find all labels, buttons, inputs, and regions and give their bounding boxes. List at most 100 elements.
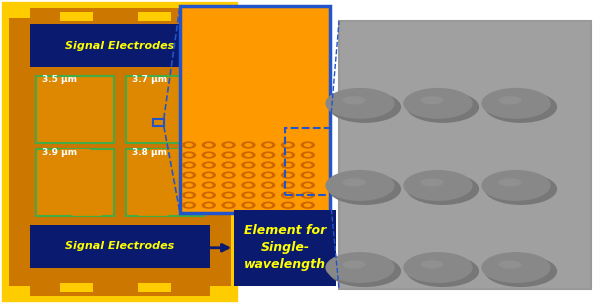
Circle shape	[301, 171, 315, 179]
Bar	[153, 119, 164, 126]
Circle shape	[185, 173, 193, 177]
Bar	[6, 286, 30, 298]
Circle shape	[205, 203, 213, 207]
Bar	[138, 12, 171, 21]
Bar	[36, 76, 114, 143]
Circle shape	[244, 183, 253, 187]
Ellipse shape	[481, 252, 551, 283]
Circle shape	[205, 153, 213, 157]
Circle shape	[241, 141, 256, 149]
Circle shape	[301, 192, 315, 199]
Bar	[126, 149, 204, 216]
Bar	[234, 210, 336, 286]
Circle shape	[205, 173, 213, 177]
Circle shape	[261, 141, 275, 149]
Circle shape	[241, 181, 256, 189]
Circle shape	[224, 163, 233, 167]
Bar	[210, 6, 234, 18]
Circle shape	[284, 163, 292, 167]
Circle shape	[281, 151, 295, 159]
Circle shape	[304, 143, 312, 147]
Ellipse shape	[481, 88, 551, 119]
Circle shape	[301, 141, 315, 149]
Circle shape	[284, 193, 292, 197]
Ellipse shape	[485, 91, 557, 123]
Ellipse shape	[343, 96, 365, 105]
Ellipse shape	[421, 96, 443, 105]
Circle shape	[224, 183, 233, 187]
Text: 3.5 μm: 3.5 μm	[42, 75, 77, 84]
Circle shape	[244, 173, 253, 177]
Circle shape	[284, 173, 292, 177]
Circle shape	[221, 161, 236, 169]
Circle shape	[202, 171, 216, 179]
Circle shape	[244, 153, 253, 157]
Circle shape	[264, 203, 272, 207]
Circle shape	[185, 203, 193, 207]
Circle shape	[224, 143, 233, 147]
Text: 3.9 μm: 3.9 μm	[42, 148, 77, 157]
Circle shape	[182, 161, 196, 169]
Ellipse shape	[499, 96, 521, 105]
Circle shape	[224, 153, 233, 157]
Circle shape	[202, 181, 216, 189]
Circle shape	[185, 163, 193, 167]
Circle shape	[205, 143, 213, 147]
Ellipse shape	[403, 252, 473, 283]
Circle shape	[185, 153, 193, 157]
Circle shape	[261, 192, 275, 199]
Circle shape	[261, 181, 275, 189]
Circle shape	[182, 202, 196, 209]
Circle shape	[202, 161, 216, 169]
Text: 3.8 μm: 3.8 μm	[132, 148, 167, 157]
Circle shape	[264, 173, 272, 177]
Bar	[6, 6, 30, 18]
Circle shape	[281, 192, 295, 199]
Circle shape	[224, 173, 233, 177]
Ellipse shape	[325, 252, 395, 283]
Text: Signal Electrodes: Signal Electrodes	[65, 41, 175, 50]
Polygon shape	[138, 149, 180, 216]
Ellipse shape	[343, 260, 365, 269]
Circle shape	[301, 151, 315, 159]
Ellipse shape	[403, 88, 473, 119]
Ellipse shape	[421, 178, 443, 187]
Circle shape	[304, 153, 312, 157]
Circle shape	[281, 171, 295, 179]
Circle shape	[244, 143, 253, 147]
Circle shape	[182, 151, 196, 159]
Circle shape	[304, 203, 312, 207]
Ellipse shape	[329, 255, 401, 287]
Circle shape	[205, 163, 213, 167]
Circle shape	[241, 192, 256, 199]
Circle shape	[221, 141, 236, 149]
Circle shape	[221, 181, 236, 189]
Circle shape	[261, 161, 275, 169]
Circle shape	[301, 202, 315, 209]
Circle shape	[264, 153, 272, 157]
Circle shape	[224, 193, 233, 197]
Bar	[339, 21, 591, 289]
Bar	[6, 6, 234, 298]
Bar	[30, 24, 210, 67]
Circle shape	[244, 163, 253, 167]
Circle shape	[281, 202, 295, 209]
Ellipse shape	[329, 91, 401, 123]
Circle shape	[301, 181, 315, 189]
Bar	[285, 128, 330, 195]
Ellipse shape	[403, 170, 473, 201]
Circle shape	[182, 181, 196, 189]
Bar	[60, 12, 93, 21]
Circle shape	[185, 193, 193, 197]
Circle shape	[202, 151, 216, 159]
Bar	[138, 283, 171, 292]
Circle shape	[202, 141, 216, 149]
Circle shape	[182, 171, 196, 179]
Bar	[60, 283, 93, 292]
Circle shape	[241, 161, 256, 169]
Ellipse shape	[421, 260, 443, 269]
Circle shape	[304, 163, 312, 167]
Ellipse shape	[325, 88, 395, 119]
Circle shape	[244, 193, 253, 197]
Circle shape	[281, 141, 295, 149]
